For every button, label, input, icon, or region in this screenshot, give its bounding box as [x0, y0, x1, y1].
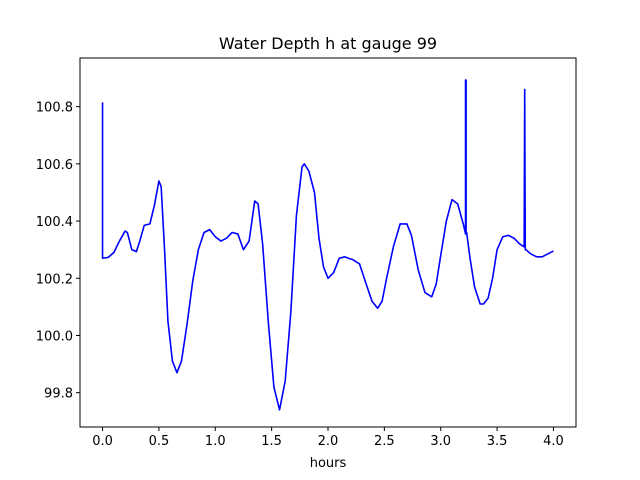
y-tick-label: 100.4 [36, 215, 73, 230]
y-tick-label: 99.8 [44, 387, 73, 402]
x-tick-label: 2.5 [374, 434, 395, 449]
chart-title: Water Depth h at gauge 99 [219, 34, 437, 53]
x-axis: 0.0 0.5 1.0 1.5 2.0 2.5 3.0 3.5 4.0 [92, 427, 564, 449]
x-tick-label: 0.0 [92, 434, 113, 449]
y-tick-label: 100.6 [36, 158, 73, 173]
y-tick-label: 100.0 [36, 329, 73, 344]
x-tick-label: 1.5 [261, 434, 282, 449]
series-line-0 [101, 79, 554, 411]
y-tick-label: 100.8 [36, 101, 73, 116]
y-tick-label: 100.2 [36, 272, 73, 287]
x-axis-label: hours [310, 456, 347, 471]
x-tick-label: 1.0 [205, 434, 226, 449]
x-tick-label: 2.0 [318, 434, 339, 449]
x-tick-label: 3.5 [487, 434, 508, 449]
x-tick-label: 3.0 [430, 434, 451, 449]
y-axis: 99.8 100.0 100.2 100.4 100.6 100.8 [36, 101, 80, 402]
x-tick-label: 0.5 [149, 434, 170, 449]
x-tick-label: 4.0 [543, 434, 564, 449]
